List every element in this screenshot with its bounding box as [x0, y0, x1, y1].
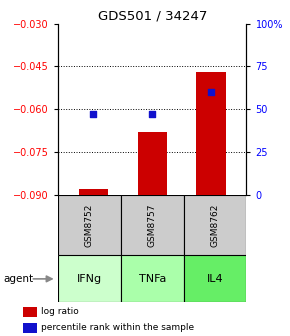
Text: percentile rank within the sample: percentile rank within the sample	[41, 324, 194, 332]
Bar	[184, 255, 246, 302]
Title: GDS501 / 34247: GDS501 / 34247	[97, 9, 207, 23]
Point	[150, 112, 155, 117]
Bar	[121, 195, 184, 255]
Bar	[196, 72, 226, 195]
Bar	[184, 195, 246, 255]
Text: GSM8762: GSM8762	[211, 203, 220, 247]
Text: TNFa: TNFa	[139, 274, 166, 284]
Bar	[121, 255, 184, 302]
Text: GSM8752: GSM8752	[85, 203, 94, 247]
Point	[91, 112, 96, 117]
Text: log ratio: log ratio	[41, 307, 79, 316]
Bar	[79, 189, 108, 195]
Text: GSM8757: GSM8757	[148, 203, 157, 247]
Bar	[137, 132, 167, 195]
Bar	[23, 307, 37, 317]
Text: agent: agent	[3, 274, 33, 284]
Bar	[58, 255, 121, 302]
Bar	[23, 323, 37, 333]
Bar	[58, 195, 121, 255]
Point	[209, 89, 213, 95]
Text: IFNg: IFNg	[77, 274, 102, 284]
Text: IL4: IL4	[207, 274, 223, 284]
